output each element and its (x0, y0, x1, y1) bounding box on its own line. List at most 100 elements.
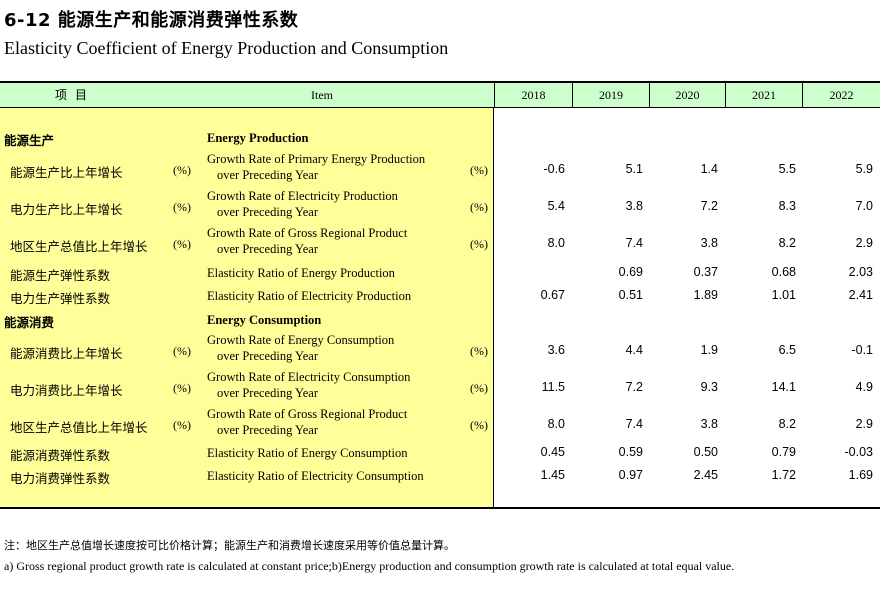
section-label-cn: 能源消费 (4, 315, 55, 330)
value-cell: 1.89 (693, 288, 718, 302)
value-cell: 8.0 (547, 236, 565, 250)
value-cell: 0.67 (540, 288, 565, 302)
value-cell: 11.5 (541, 380, 565, 394)
value-cell: 7.2 (700, 199, 718, 213)
row-label-en-line1: Growth Rate of Energy Consumption (207, 333, 395, 347)
value-cell: 3.8 (700, 236, 718, 250)
value-cell: 0.37 (693, 265, 718, 279)
item-column-background (0, 108, 494, 507)
row-label-cn: 电力消费比上年增长 (10, 383, 123, 398)
header-year: 2018 (494, 83, 572, 108)
unit-label-cn: (%) (173, 163, 191, 177)
value-cell: 1.9 (700, 343, 718, 357)
row-label-en: Growth Rate of Energy Consumption over Pr… (207, 332, 394, 364)
table-bottom-border (0, 507, 880, 509)
row-label-cn: 能源消费弹性系数 (10, 448, 111, 463)
section-label-cn: 能源生产 (4, 133, 55, 148)
value-cell: 2.45 (693, 468, 718, 482)
value-cell: 0.51 (618, 288, 643, 302)
header-year: 2022 (802, 83, 880, 108)
unit-label-en: (%) (470, 381, 488, 395)
value-cell: 6.5 (778, 343, 796, 357)
row-label-en: Growth Rate of Electricity Production ove… (207, 188, 398, 220)
value-cell: 7.2 (625, 380, 643, 394)
section-label-en: Energy Consumption (207, 313, 322, 327)
row-label-en-line2: over Preceding Year (217, 423, 319, 437)
value-cell: 1.69 (848, 468, 873, 482)
value-cell: 5.4 (547, 199, 565, 213)
value-cell: 0.69 (618, 265, 643, 279)
row-label-en: Growth Rate of Gross Regional Product ove… (207, 225, 407, 257)
unit-label-cn: (%) (173, 344, 191, 358)
table-header: 项目 Item 2018 2019 2020 2021 2022 (0, 81, 880, 108)
value-cell: 8.3 (778, 199, 796, 213)
value-cell: 1.45 (540, 468, 565, 482)
section-label-en: Energy Production (207, 131, 309, 145)
row-label-en-line1: Growth Rate of Gross Regional Product (207, 226, 408, 240)
row-label-en-line2: over Preceding Year (217, 242, 319, 256)
value-cell: 5.9 (855, 162, 873, 176)
unit-label-cn: (%) (173, 418, 191, 432)
row-label-en-line1: Elasticity Ratio of Electricity Producti… (207, 289, 412, 303)
row-label-en-line1: Elasticity Ratio of Energy Consumption (207, 446, 408, 460)
value-cell: 3.6 (547, 343, 565, 357)
unit-label-en: (%) (470, 237, 488, 251)
value-cell: 3.8 (700, 417, 718, 431)
row-label-en-line2: over Preceding Year (217, 349, 319, 363)
value-cell: 0.59 (618, 445, 643, 459)
value-cell: 5.1 (625, 162, 643, 176)
value-cell: 0.45 (540, 445, 565, 459)
row-label-en: Elasticity Ratio of Electricity Producti… (207, 288, 411, 304)
value-cell: 0.68 (771, 265, 796, 279)
value-cell: 2.9 (855, 417, 873, 431)
data-table: 项目 Item 2018 2019 2020 2021 2022 能源生产 Ene… (0, 81, 880, 509)
value-cell: 1.72 (771, 468, 796, 482)
row-label-cn: 能源生产弹性系数 (10, 268, 111, 283)
value-cell: 2.41 (848, 288, 873, 302)
value-cell: 7.4 (625, 236, 643, 250)
row-label-en: Elasticity Ratio of Electricity Consumpt… (207, 468, 424, 484)
row-label-en: Elasticity Ratio of Energy Consumption (207, 445, 407, 461)
value-cell: -0.1 (851, 343, 873, 357)
row-label-cn: 地区生产总值比上年增长 (10, 420, 148, 435)
row-label-en-line1: Elasticity Ratio of Electricity Consumpt… (207, 469, 424, 483)
row-label-cn: 电力生产弹性系数 (10, 291, 111, 306)
row-label-en: Growth Rate of Electricity Consumption ov… (207, 369, 410, 401)
unit-label-cn: (%) (173, 200, 191, 214)
value-cell: 8.0 (547, 417, 565, 431)
footnote-en: a) Gross regional product growth rate is… (4, 559, 735, 573)
value-cell: 9.3 (700, 380, 718, 394)
value-cell: 14.1 (771, 380, 796, 394)
value-cell: 0.97 (618, 468, 643, 482)
header-year: 2020 (649, 83, 725, 108)
value-cell: 7.0 (855, 199, 873, 213)
unit-label-en: (%) (470, 344, 488, 358)
value-cell: 1.01 (771, 288, 796, 302)
row-label-en: Growth Rate of Gross Regional Product ove… (207, 406, 407, 438)
value-cell: -0.03 (844, 445, 874, 459)
unit-label-en: (%) (470, 418, 488, 432)
row-label-cn: 地区生产总值比上年增长 (10, 239, 148, 254)
value-cell: 5.5 (778, 162, 796, 176)
value-cell: 8.2 (778, 417, 796, 431)
row-label-en-line2: over Preceding Year (217, 205, 319, 219)
value-cell: 2.03 (848, 265, 873, 279)
row-label-en: Growth Rate of Primary Energy Production… (207, 151, 425, 183)
unit-label-cn: (%) (173, 237, 191, 251)
table-title-cn: 6-12 能源生产和能源消费弹性系数 (4, 10, 299, 31)
row-label-cn: 能源消费比上年增长 (10, 346, 123, 361)
header-year: 2021 (725, 83, 802, 108)
value-cell: 0.50 (693, 445, 718, 459)
header-year: 2019 (572, 83, 649, 108)
value-cell: 7.4 (625, 417, 643, 431)
footnote-cn: 注：地区生产总值增长速度按可比价格计算；能源生产和消费增长速度采用等价值总量计算… (4, 539, 455, 552)
unit-label-cn: (%) (173, 381, 191, 395)
row-label-en-line1: Growth Rate of Gross Regional Product (207, 407, 408, 421)
value-cell: 1.4 (700, 162, 718, 176)
table-title-en: Elasticity Coefficient of Energy Product… (4, 38, 449, 58)
row-label-en-line2: over Preceding Year (217, 168, 319, 182)
row-label-cn: 电力消费弹性系数 (10, 471, 111, 486)
row-label-en: Elasticity Ratio of Energy Production (207, 265, 395, 281)
unit-label-en: (%) (470, 163, 488, 177)
unit-label-en: (%) (470, 200, 488, 214)
